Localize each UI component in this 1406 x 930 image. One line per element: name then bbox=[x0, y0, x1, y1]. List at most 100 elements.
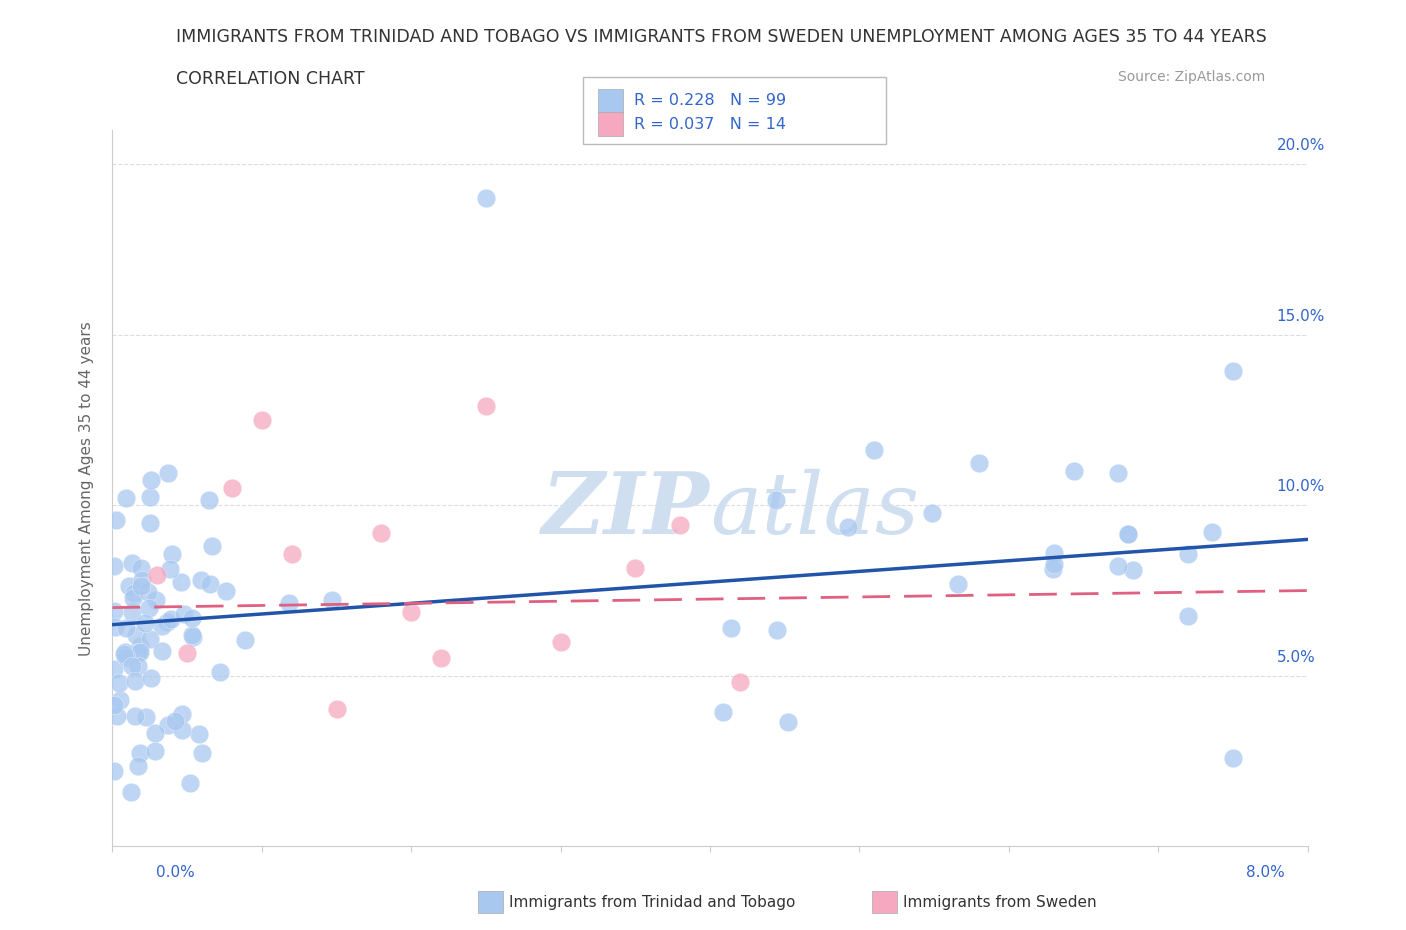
Text: 8.0%: 8.0% bbox=[1246, 865, 1285, 880]
Point bbox=[921, 506, 943, 521]
Point bbox=[370, 525, 392, 540]
Point bbox=[108, 692, 131, 707]
Point bbox=[191, 745, 214, 760]
Point bbox=[325, 701, 347, 716]
Point bbox=[129, 638, 152, 653]
Point bbox=[124, 586, 146, 601]
Point bbox=[159, 612, 181, 627]
Point bbox=[131, 573, 153, 588]
Point bbox=[475, 191, 498, 206]
Point bbox=[765, 492, 787, 507]
Text: CORRELATION CHART: CORRELATION CHART bbox=[176, 70, 364, 87]
Text: ZIP: ZIP bbox=[543, 468, 710, 551]
Point bbox=[967, 456, 990, 471]
Point bbox=[1042, 561, 1064, 576]
Point bbox=[120, 784, 142, 799]
Point bbox=[183, 630, 205, 644]
Point bbox=[107, 709, 129, 724]
Point bbox=[135, 710, 157, 724]
Point bbox=[139, 671, 162, 685]
Text: IMMIGRANTS FROM TRINIDAD AND TOBAGO VS IMMIGRANTS FROM SWEDEN UNEMPLOYMENT AMONG: IMMIGRANTS FROM TRINIDAD AND TOBAGO VS I… bbox=[176, 28, 1267, 46]
Point bbox=[139, 515, 162, 530]
Point bbox=[1107, 465, 1129, 480]
Point bbox=[114, 650, 136, 665]
Point bbox=[198, 577, 221, 591]
Point bbox=[669, 517, 692, 532]
Y-axis label: Unemployment Among Ages 35 to 44 years: Unemployment Among Ages 35 to 44 years bbox=[79, 321, 94, 656]
Point bbox=[103, 661, 125, 676]
Point bbox=[1118, 527, 1140, 542]
Point bbox=[321, 592, 343, 607]
Point bbox=[1177, 547, 1199, 562]
Point bbox=[165, 713, 187, 728]
Point bbox=[128, 644, 150, 659]
Point bbox=[141, 472, 163, 487]
Point bbox=[208, 664, 231, 679]
Point bbox=[1063, 463, 1085, 478]
Point bbox=[180, 611, 202, 626]
Point bbox=[233, 632, 256, 647]
Point bbox=[250, 413, 273, 428]
Point bbox=[766, 622, 789, 637]
Point bbox=[112, 646, 135, 661]
Point bbox=[152, 644, 174, 658]
Point bbox=[198, 492, 221, 507]
Point bbox=[114, 644, 136, 659]
Point bbox=[179, 776, 201, 790]
Point bbox=[172, 707, 194, 722]
Text: atlas: atlas bbox=[710, 469, 920, 551]
Point bbox=[157, 466, 180, 481]
Text: R = 0.228   N = 99: R = 0.228 N = 99 bbox=[634, 93, 786, 108]
Point bbox=[170, 575, 193, 590]
Point bbox=[128, 746, 150, 761]
Text: 15.0%: 15.0% bbox=[1277, 309, 1324, 324]
Point bbox=[1201, 525, 1223, 539]
Point bbox=[278, 596, 301, 611]
Point bbox=[114, 620, 136, 635]
Point bbox=[124, 709, 146, 724]
Point bbox=[778, 715, 800, 730]
Point bbox=[121, 556, 143, 571]
Point bbox=[159, 562, 181, 577]
Point bbox=[190, 573, 212, 588]
Text: 10.0%: 10.0% bbox=[1277, 479, 1324, 494]
Text: R = 0.037   N = 14: R = 0.037 N = 14 bbox=[634, 116, 786, 131]
Point bbox=[401, 604, 423, 619]
Point bbox=[103, 604, 125, 618]
Point bbox=[103, 559, 125, 574]
Point bbox=[475, 399, 498, 414]
Point bbox=[281, 546, 304, 561]
Point bbox=[728, 674, 751, 689]
Point bbox=[711, 704, 734, 719]
Text: 20.0%: 20.0% bbox=[1277, 139, 1324, 153]
Point bbox=[430, 650, 453, 665]
Point bbox=[863, 443, 886, 458]
Text: Immigrants from Sweden: Immigrants from Sweden bbox=[903, 895, 1097, 910]
Point bbox=[129, 561, 152, 576]
Point bbox=[1118, 526, 1140, 541]
Point bbox=[108, 676, 131, 691]
Point bbox=[176, 645, 198, 660]
Point bbox=[139, 631, 162, 646]
Point bbox=[550, 634, 572, 649]
Point bbox=[150, 618, 173, 633]
Point bbox=[1122, 562, 1144, 577]
Point bbox=[720, 620, 742, 635]
Point bbox=[104, 512, 127, 527]
Point bbox=[139, 489, 162, 504]
Point bbox=[127, 759, 149, 774]
Point bbox=[160, 547, 183, 562]
Point bbox=[104, 620, 127, 635]
Point bbox=[221, 481, 243, 496]
Point bbox=[946, 576, 969, 591]
Point bbox=[118, 578, 141, 593]
Point bbox=[157, 718, 180, 733]
Point bbox=[155, 614, 177, 629]
Point bbox=[1042, 545, 1064, 560]
Point bbox=[121, 591, 143, 605]
Text: 0.0%: 0.0% bbox=[156, 865, 195, 880]
Point bbox=[188, 727, 211, 742]
Point bbox=[624, 561, 647, 576]
Point bbox=[128, 644, 150, 659]
Point bbox=[103, 698, 125, 712]
